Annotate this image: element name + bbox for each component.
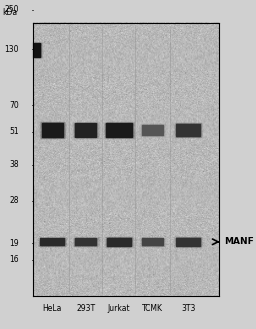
- Text: 16: 16: [9, 255, 19, 265]
- Text: Jurkat: Jurkat: [108, 304, 130, 313]
- Bar: [73, 237, 99, 246]
- Bar: [176, 238, 201, 246]
- Bar: [141, 238, 164, 246]
- Text: 3T3: 3T3: [181, 304, 195, 313]
- Bar: [174, 237, 202, 247]
- Bar: [142, 238, 163, 246]
- Bar: [33, 43, 41, 57]
- Bar: [140, 124, 165, 136]
- Bar: [40, 122, 65, 138]
- Text: 28: 28: [9, 196, 19, 205]
- Bar: [38, 237, 67, 246]
- Bar: [41, 122, 64, 138]
- Text: kDa: kDa: [2, 8, 17, 17]
- Bar: [141, 124, 164, 136]
- Bar: [74, 238, 97, 246]
- Bar: [142, 238, 163, 245]
- Text: 130: 130: [5, 45, 19, 54]
- Text: 51: 51: [9, 127, 19, 136]
- Text: HeLa: HeLa: [43, 304, 62, 313]
- Bar: [74, 123, 97, 137]
- Text: 70: 70: [9, 101, 19, 110]
- Bar: [176, 123, 201, 137]
- Bar: [104, 122, 134, 138]
- Bar: [142, 125, 163, 135]
- Bar: [105, 237, 133, 247]
- Text: 293T: 293T: [76, 304, 95, 313]
- Bar: [176, 238, 200, 246]
- Bar: [105, 123, 133, 137]
- Bar: [174, 123, 202, 137]
- Text: 38: 38: [9, 160, 19, 169]
- Bar: [33, 43, 41, 57]
- Bar: [73, 122, 99, 138]
- Bar: [175, 237, 201, 247]
- Bar: [142, 125, 163, 135]
- Bar: [34, 43, 40, 57]
- Bar: [32, 42, 42, 58]
- Bar: [75, 123, 97, 137]
- Bar: [39, 121, 65, 138]
- Text: 19: 19: [9, 239, 19, 248]
- Bar: [175, 123, 201, 137]
- Bar: [73, 238, 98, 246]
- Bar: [106, 237, 132, 247]
- Text: TCMK: TCMK: [142, 304, 163, 313]
- Text: MANF: MANF: [224, 237, 254, 246]
- Bar: [40, 238, 64, 245]
- Bar: [40, 238, 65, 246]
- Bar: [106, 238, 132, 246]
- Bar: [75, 238, 97, 245]
- Bar: [106, 123, 132, 137]
- Bar: [42, 122, 63, 138]
- Bar: [39, 238, 66, 246]
- Bar: [107, 238, 131, 246]
- Bar: [73, 123, 98, 137]
- Bar: [104, 122, 134, 138]
- Bar: [176, 124, 200, 136]
- Bar: [140, 237, 165, 246]
- Text: 250: 250: [5, 5, 19, 14]
